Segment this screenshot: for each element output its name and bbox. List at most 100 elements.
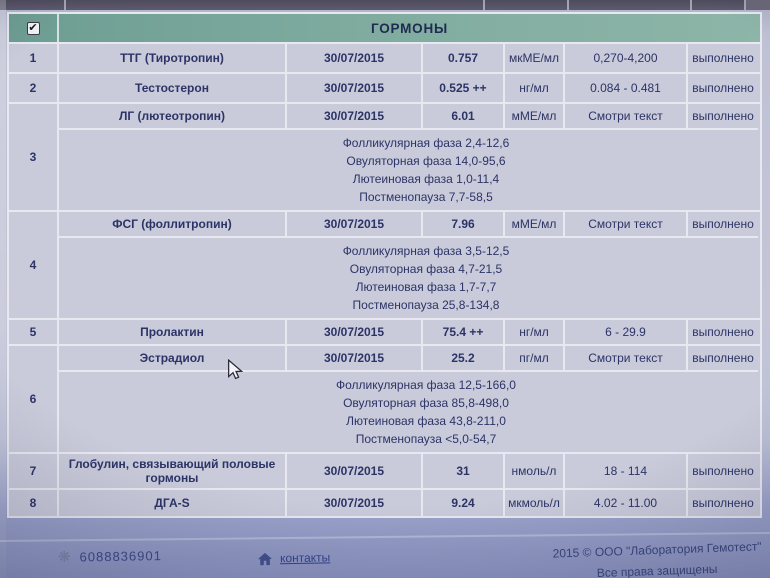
cell-units: мкмоль/л bbox=[503, 490, 563, 516]
home-icon bbox=[258, 552, 273, 565]
cell-status: выполнено bbox=[686, 44, 758, 72]
table-row: 8 ДГА-S 30/07/2015 9.24 мкмоль/л 4.02 - 11.00… bbox=[9, 490, 760, 516]
table-row: 4 ФСГ (фоллитропин) 30/07/2015 7.96 мМЕ/мл См… bbox=[9, 212, 760, 320]
cell-status: выполнено bbox=[686, 74, 758, 102]
results-table: ✔ ГОРМОНЫ 1 ТТГ (Тиротропин) 30/07/2015 0.7… bbox=[7, 12, 762, 518]
cell-test-name: Глобулин, связывающий половые гормоны bbox=[68, 457, 276, 485]
main-result-row: ДГА-S 30/07/2015 9.24 мкмоль/л 4.02 - 11.00 в… bbox=[59, 490, 758, 516]
reference-phase-notes: Фолликулярная фаза 12,5-166,0 Овуляторная… bbox=[59, 370, 758, 452]
cell-date: 30/07/2015 bbox=[285, 454, 421, 488]
section-title: ГОРМОНЫ bbox=[370, 20, 449, 36]
cell-reference-range: 6 - 29.9 bbox=[563, 320, 686, 344]
snowflake-badge-icon: ❋ bbox=[57, 548, 71, 566]
main-result-row: Глобулин, связывающий половые гормоны 30/… bbox=[59, 454, 758, 488]
cell-units: пг/мл bbox=[503, 346, 563, 370]
cell-units: мМЕ/мл bbox=[503, 212, 563, 236]
cell-reference-range: 18 - 114 bbox=[563, 454, 686, 488]
phase-note-line: Лютеиновая фаза 1,7-7,7 bbox=[355, 280, 497, 294]
cell-date: 30/07/2015 bbox=[285, 346, 421, 370]
cell-test-name: Пролактин bbox=[140, 325, 204, 339]
phase-note-line: Овуляторная фаза 85,8-498,0 bbox=[343, 396, 509, 410]
cell-row-number: 6 bbox=[9, 346, 59, 452]
table-row: 7 Глобулин, связывающий половые гормоны 30… bbox=[9, 454, 760, 490]
cell-reference-range: 0,270-4,200 bbox=[563, 44, 686, 72]
screen-glare bbox=[0, 531, 770, 543]
row-content: Тестостерон 30/07/2015 0.525 ++ нг/мл 0.084 … bbox=[59, 74, 758, 102]
phase-note-line: Постменопауза <5,0-54,7 bbox=[355, 432, 497, 446]
row-content: ДГА-S 30/07/2015 9.24 мкмоль/л 4.02 - 11.00 в… bbox=[59, 490, 758, 516]
cropped-previous-row bbox=[0, 0, 770, 10]
table-body: 1 ТТГ (Тиротропин) 30/07/2015 0.757 мкМЕ/мл 0… bbox=[9, 44, 760, 516]
cell-status: выполнено bbox=[686, 320, 758, 344]
phase-note-line: Лютеиновая фаза 43,8-211,0 bbox=[346, 414, 506, 428]
main-result-row: Эстрадиол 30/07/2015 25.2 пг/мл Смотри текст… bbox=[59, 346, 758, 370]
cell-status: выполнено bbox=[686, 212, 758, 236]
cell-status: выполнено bbox=[686, 346, 758, 370]
cell-result-value: 7.96 bbox=[421, 212, 503, 236]
cell-row-number: 8 bbox=[9, 490, 59, 516]
table-row: 2 Тестостерон 30/07/2015 0.525 ++ нг/мл 0.084… bbox=[9, 74, 760, 104]
table-row: 6 Эстрадиол 30/07/2015 25.2 пг/мл Смотри текс… bbox=[9, 346, 760, 454]
header-checkbox-cell: ✔ bbox=[9, 14, 59, 42]
cell-result-value: 25.2 bbox=[421, 346, 503, 370]
cell-row-number: 7 bbox=[9, 454, 59, 488]
cell-date: 30/07/2015 bbox=[285, 74, 421, 102]
cell-date: 30/07/2015 bbox=[285, 320, 421, 344]
cell-row-number: 3 bbox=[9, 104, 59, 210]
cell-date: 30/07/2015 bbox=[285, 490, 421, 516]
cell-result-value: 75.4 ++ bbox=[421, 320, 503, 344]
column-separator bbox=[64, 0, 66, 10]
cell-row-number: 5 bbox=[9, 320, 59, 344]
contacts-link[interactable]: контакты bbox=[279, 550, 331, 566]
cell-row-number: 4 bbox=[9, 212, 59, 318]
phase-note-line: Фолликулярная фаза 2,4-12,6 bbox=[342, 136, 510, 150]
cell-test-name: ЛГ (лютеотропин) bbox=[118, 109, 226, 123]
cropped-cell bbox=[746, 0, 770, 10]
main-result-row: ТТГ (Тиротропин) 30/07/2015 0.757 мкМЕ/мл 0,… bbox=[59, 44, 758, 72]
cell-reference-range: Смотри текст bbox=[563, 212, 686, 236]
footer-contacts-block: контакты bbox=[258, 550, 330, 565]
phase-note-line: Овуляторная фаза 14,0-95,6 bbox=[346, 154, 506, 168]
cell-test-name: ТТГ (Тиротропин) bbox=[120, 51, 224, 65]
cell-units: нмоль/л bbox=[503, 454, 563, 488]
cell-reference-range: Смотри текст bbox=[563, 346, 686, 370]
cell-test-name: Тестостерон bbox=[135, 81, 209, 95]
row-content: Эстрадиол 30/07/2015 25.2 пг/мл Смотри текст… bbox=[59, 346, 758, 452]
cell-units: мкМЕ/мл bbox=[503, 44, 563, 72]
rights-text: Все права защищены bbox=[596, 561, 718, 578]
reference-phase-notes: Фолликулярная фаза 2,4-12,6 Овуляторная ф… bbox=[59, 128, 758, 210]
section-header-row: ✔ ГОРМОНЫ bbox=[9, 14, 760, 44]
cell-status: выполнено bbox=[686, 490, 758, 516]
cell-date: 30/07/2015 bbox=[285, 212, 421, 236]
row-content: Пролактин 30/07/2015 75.4 ++ нг/мл 6 - 29.9 в… bbox=[59, 320, 758, 344]
cell-date: 30/07/2015 bbox=[285, 44, 421, 72]
cell-reference-range: Смотри текст bbox=[563, 104, 686, 128]
cell-result-value: 6.01 bbox=[421, 104, 503, 128]
cell-row-number: 1 bbox=[9, 44, 59, 72]
main-result-row: Тестостерон 30/07/2015 0.525 ++ нг/мл 0.084 … bbox=[59, 74, 758, 102]
order-id: 6088836901 bbox=[79, 548, 163, 565]
main-result-row: ЛГ (лютеотропин) 30/07/2015 6.01 мМЕ/мл Смот… bbox=[59, 104, 758, 128]
cell-result-value: 31 bbox=[421, 454, 503, 488]
phase-note-line: Лютеиновая фаза 1,0-11,4 bbox=[352, 172, 500, 186]
cell-reference-range: 0.084 - 0.481 bbox=[563, 74, 686, 102]
cell-status: выполнено bbox=[686, 104, 758, 128]
row-content: ФСГ (фоллитропин) 30/07/2015 7.96 мМЕ/мл Смо… bbox=[59, 212, 758, 318]
section-checkbox[interactable]: ✔ bbox=[26, 21, 40, 35]
main-result-row: Пролактин 30/07/2015 75.4 ++ нг/мл 6 - 29.9 в… bbox=[59, 320, 758, 344]
cell-units: мМЕ/мл bbox=[503, 104, 563, 128]
table-row: 1 ТТГ (Тиротропин) 30/07/2015 0.757 мкМЕ/мл 0… bbox=[9, 44, 760, 74]
row-content: ТТГ (Тиротропин) 30/07/2015 0.757 мкМЕ/мл 0,… bbox=[59, 44, 758, 72]
row-content: Глобулин, связывающий половые гормоны 30/… bbox=[59, 454, 758, 488]
column-separator bbox=[567, 0, 569, 10]
phase-note-line: Овуляторная фаза 4,7-21,5 bbox=[349, 262, 503, 276]
cell-result-value: 0.757 bbox=[421, 44, 503, 72]
reference-phase-notes: Фолликулярная фаза 3,5-12,5 Овуляторная ф… bbox=[59, 236, 758, 318]
main-result-row: ФСГ (фоллитропин) 30/07/2015 7.96 мМЕ/мл Смо… bbox=[59, 212, 758, 236]
phase-note-line: Фолликулярная фаза 3,5-12,5 bbox=[342, 244, 510, 258]
phase-note-line: Постменопауза 25,8-134,8 bbox=[352, 298, 500, 312]
cell-test-name: Эстрадиол bbox=[139, 351, 205, 365]
phase-note-line: Фолликулярная фаза 12,5-166,0 bbox=[336, 378, 516, 392]
copyright-text: 2015 © ООО "Лаборатория Гемотест" bbox=[552, 539, 762, 561]
